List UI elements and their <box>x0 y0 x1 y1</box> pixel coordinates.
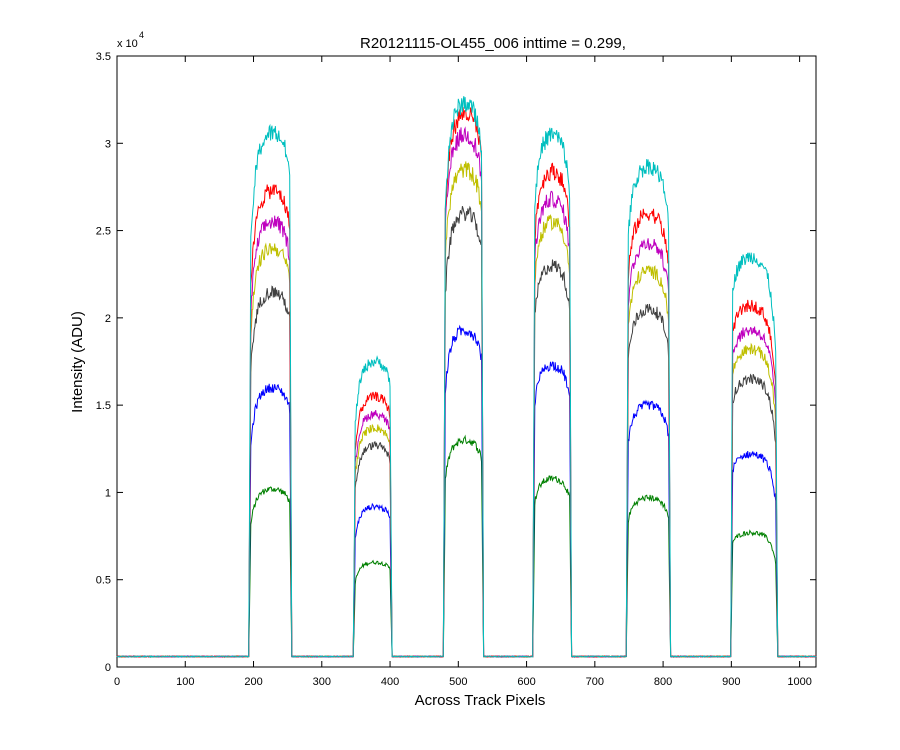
y-multiplier-exponent: 4 <box>139 30 144 40</box>
x-tick-label: 500 <box>449 676 467 688</box>
series-layer <box>116 96 817 658</box>
y-tick-label: 0 <box>105 662 111 674</box>
x-tick-label: 900 <box>722 676 740 688</box>
y-tick-label: 3.5 <box>96 51 111 63</box>
x-tick-label: 700 <box>586 676 604 688</box>
y-axis-label: Intensity (ADU) <box>69 311 86 413</box>
x-tick-label: 600 <box>517 676 535 688</box>
x-axis: 0 100 200 300 400 500 600 700 800 900 1000 <box>114 56 812 688</box>
x-tick-label: 100 <box>176 676 194 688</box>
x-tick-label: 0 <box>114 676 120 688</box>
y-tick-label: 2 <box>105 313 111 325</box>
x-tick-label: 800 <box>654 676 672 688</box>
y-tick-label: 1.5 <box>96 400 111 412</box>
y-tick-label: 0.5 <box>96 575 111 587</box>
y-tick-label: 3 <box>105 138 111 150</box>
axes-box <box>116 55 817 668</box>
chart-title: R20121115-OL455_006 inttime = 0.299, <box>360 35 626 52</box>
x-tick-label: 200 <box>244 676 262 688</box>
series-line-7 <box>116 96 817 658</box>
x-tick-label: 300 <box>313 676 331 688</box>
y-multiplier-label: x 10 <box>117 38 138 50</box>
x-tick-label: 400 <box>381 676 399 688</box>
y-axis: 0 0.5 1 1.5 2 2.5 3 3.5 <box>96 51 816 674</box>
x-axis-label: Across Track Pixels <box>415 692 546 709</box>
plot-area <box>116 55 817 668</box>
y-tick-label: 2.5 <box>96 226 111 238</box>
x-tick-label: 1000 <box>787 676 811 688</box>
y-tick-label: 1 <box>105 487 111 499</box>
